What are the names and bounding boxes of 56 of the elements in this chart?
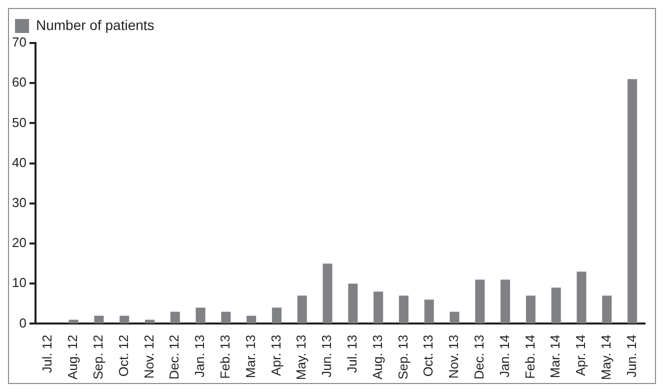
y-tick-label: 0 — [19, 315, 26, 330]
bar — [68, 320, 78, 324]
x-tick-label: Dec. 12 — [166, 334, 182, 380]
bar — [628, 79, 638, 324]
bar — [424, 300, 434, 324]
x-tick-label: May. 13 — [294, 334, 309, 380]
y-tick-label: 30 — [12, 194, 26, 210]
bar — [120, 316, 130, 324]
x-tick-label: Apr. 13 — [268, 334, 284, 376]
x-tick-label: Aug. 12 — [65, 334, 80, 380]
bar — [374, 292, 384, 324]
bar — [526, 296, 536, 324]
x-tick-label: Jul. 13 — [344, 334, 360, 374]
bar — [221, 312, 231, 324]
x-tick-label: Aug. 13 — [370, 334, 385, 380]
bar — [196, 308, 206, 324]
x-tick-label: Jul. 12 — [40, 334, 55, 374]
x-tick-label: Oct. 12 — [116, 334, 131, 377]
bar — [272, 308, 282, 324]
x-tick-label: Oct. 13 — [420, 334, 436, 377]
bar — [348, 284, 358, 324]
x-tick-label: May. 14 — [598, 334, 614, 380]
bar — [246, 316, 256, 324]
x-tick-label: Nov. 13 — [446, 334, 462, 379]
bar — [602, 296, 612, 324]
x-tick-label: Apr. 14 — [573, 334, 588, 376]
bar — [551, 288, 561, 324]
bar — [475, 280, 485, 324]
y-tick-label: 40 — [12, 154, 26, 170]
x-tick-label: Jun. 14 — [624, 334, 639, 378]
y-tick-label: 50 — [12, 114, 26, 130]
x-tick-label: Sep. 12 — [90, 334, 106, 380]
x-tick-label: Feb. 14 — [522, 334, 538, 379]
y-tick-label: 70 — [12, 34, 26, 50]
bar — [398, 296, 408, 324]
bar — [500, 280, 510, 324]
bar — [94, 316, 104, 324]
x-tick-label: Sep. 13 — [395, 334, 410, 380]
y-tick-label: 20 — [12, 235, 26, 250]
x-tick-label: Mar. 14 — [548, 334, 563, 378]
y-tick-label: 10 — [12, 275, 26, 290]
legend-label: Number of patients — [36, 16, 154, 33]
bar — [322, 264, 332, 324]
x-tick-label: Nov. 12 — [141, 334, 156, 379]
bar — [170, 312, 180, 324]
x-tick-label: Feb. 13 — [218, 334, 233, 379]
bar — [450, 312, 460, 324]
x-tick-label: Jan. 13 — [192, 334, 208, 378]
x-tick-label: Jan. 14 — [496, 334, 512, 378]
x-tick-label: Mar. 13 — [242, 334, 258, 378]
y-tick-label: 60 — [12, 74, 26, 90]
x-tick-label: Dec. 13 — [471, 334, 486, 380]
bar — [576, 272, 586, 324]
bar — [297, 296, 307, 324]
bar — [144, 320, 155, 324]
x-tick-label: Jun. 13 — [319, 334, 334, 378]
